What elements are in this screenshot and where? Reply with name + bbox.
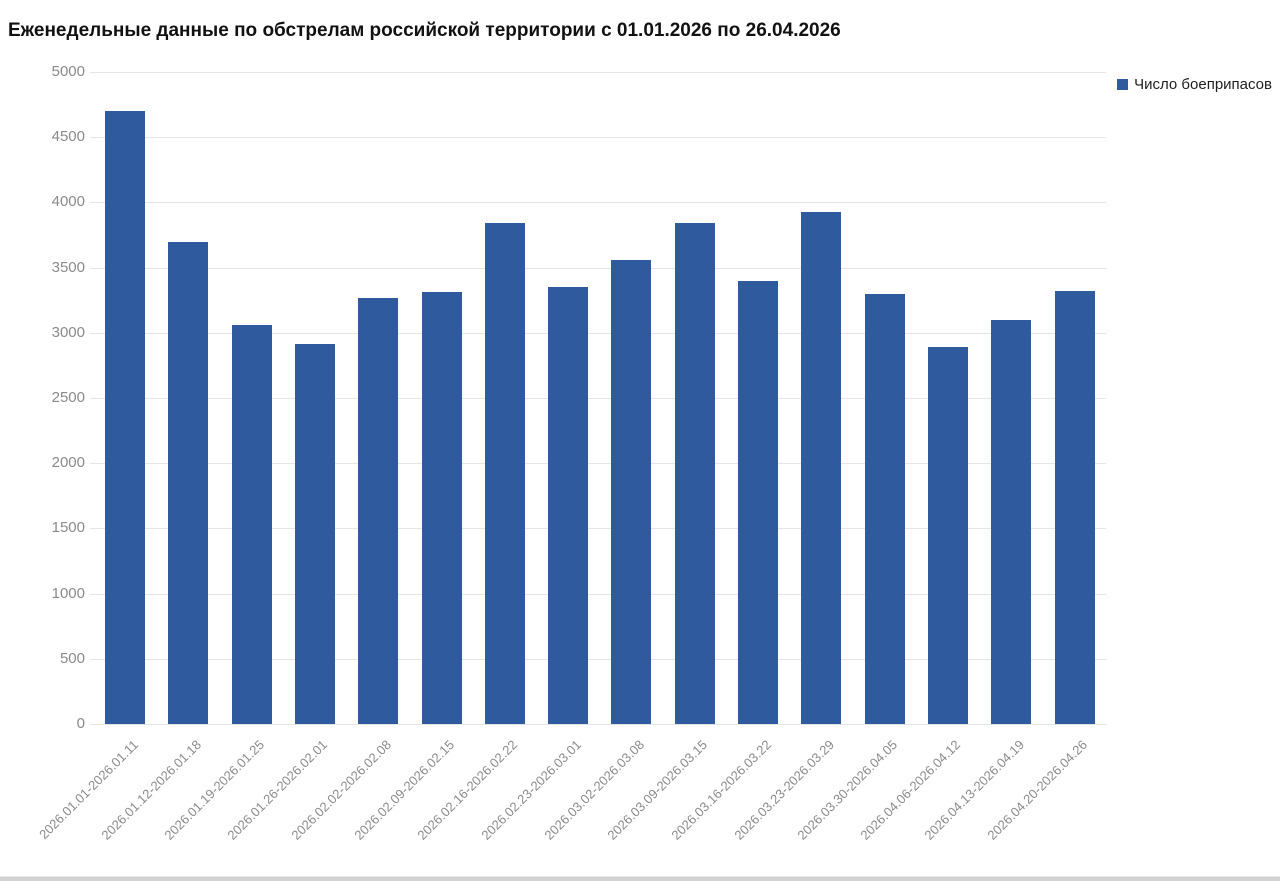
gridline (90, 137, 1106, 139)
gridline (90, 267, 1106, 269)
y-axis-tick-label: 4000 (51, 193, 85, 211)
bar (105, 111, 145, 724)
gridline (90, 398, 1106, 399)
y-axis-tick-label: 3000 (51, 323, 85, 341)
chart-title: Еженедельные данные по обстрелам российс… (8, 20, 841, 41)
legend-series-marker-icon (1117, 79, 1129, 90)
bar (231, 324, 272, 724)
gridline (90, 724, 1106, 725)
legend-series-label: Число боеприпасов (1134, 76, 1272, 93)
legend: Число боеприпасов (1117, 76, 1272, 93)
gridline (90, 593, 1106, 595)
bar (548, 287, 589, 724)
bar (358, 297, 399, 724)
bar (421, 291, 462, 724)
y-axis-tick-label: 4500 (51, 128, 85, 146)
bar (801, 212, 842, 724)
y-axis-tick-label: 2000 (51, 454, 85, 472)
bar (927, 347, 968, 724)
bar (864, 293, 905, 724)
window-bottom-edge (0, 876, 1280, 881)
y-axis-tick-label: 500 (59, 649, 85, 667)
y-axis-tick-label: 2500 (51, 389, 85, 406)
y-axis-tick-label: 1000 (51, 584, 85, 602)
bar (294, 343, 335, 724)
bar (168, 242, 209, 724)
bar (1054, 291, 1095, 724)
bar (738, 280, 778, 724)
y-axis-tick-label: 0 (76, 715, 85, 732)
y-axis-tick-label: 1500 (51, 519, 85, 537)
plot-area (90, 72, 1106, 725)
bar (674, 222, 715, 724)
gridline (90, 72, 1106, 73)
gridline (90, 332, 1106, 334)
gridline (90, 658, 1106, 660)
y-axis-tick-label: 5000 (51, 63, 85, 80)
y-axis-tick-label: 3500 (51, 258, 85, 276)
bar (484, 223, 525, 724)
bar (611, 260, 652, 724)
gridline (90, 528, 1106, 530)
bar (991, 319, 1032, 724)
gridline (90, 202, 1106, 204)
gridline (90, 463, 1106, 465)
